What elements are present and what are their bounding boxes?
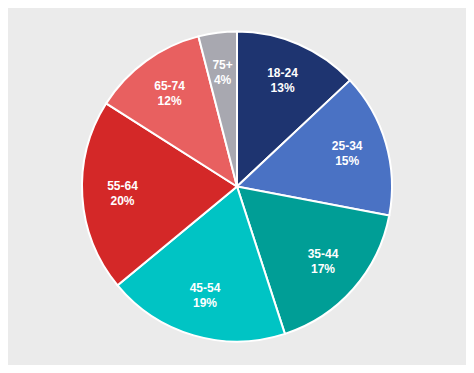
svg-text:75+4%: 75+4%	[212, 58, 232, 87]
svg-text:55-6420%: 55-6420%	[107, 179, 138, 208]
svg-text:35-4417%: 35-4417%	[308, 247, 339, 276]
svg-text:25-3415%: 25-3415%	[332, 139, 363, 168]
svg-text:65-7412%: 65-7412%	[154, 79, 185, 108]
svg-text:18-2413%: 18-2413%	[267, 66, 298, 95]
svg-text:45-5419%: 45-5419%	[190, 281, 221, 310]
